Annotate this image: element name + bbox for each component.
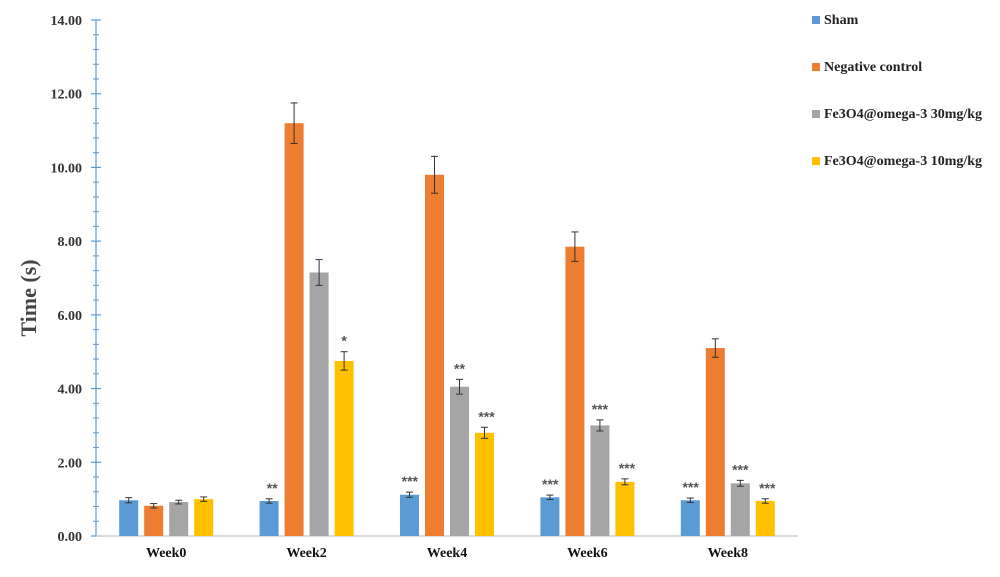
bar	[540, 497, 560, 536]
y-tick-label: 12.00	[51, 88, 83, 103]
bar	[565, 246, 585, 536]
bars-group: *****************************	[119, 102, 776, 537]
legend-label: Fe3O4@omega-3 10mg/kg	[824, 154, 982, 169]
bar	[590, 425, 610, 536]
legend-swatch	[812, 110, 820, 118]
significance-label: ***	[478, 408, 495, 424]
bar	[284, 123, 304, 536]
bar	[194, 499, 214, 536]
x-category-label: Week8	[708, 546, 748, 561]
bar	[334, 360, 354, 536]
y-tick-label: 4.00	[58, 383, 83, 398]
bar	[169, 502, 189, 536]
x-category-label: Week2	[286, 546, 326, 561]
y-tick-label: 8.00	[58, 235, 83, 250]
legend-label: Sham	[824, 13, 859, 28]
y-axis-ticks	[91, 19, 798, 537]
y-tick-label: 10.00	[51, 161, 83, 176]
x-category-label: Week4	[427, 546, 467, 561]
significance-label: ***	[759, 480, 776, 496]
bar	[425, 174, 444, 537]
y-tick-label: 2.00	[58, 456, 83, 471]
y-axis-title: Time (s)	[16, 259, 41, 336]
significance-label: ***	[542, 476, 559, 492]
legend-label: Fe3O4@omega-3 30mg/kg	[824, 107, 982, 122]
bar	[309, 272, 329, 536]
legend: Sham Negative control Fe3O4@omega-3 30mg/k…	[812, 13, 982, 169]
significance-label: ***	[402, 473, 419, 489]
y-tick-label: 14.00	[51, 14, 83, 29]
y-tick-label: 6.00	[58, 309, 83, 324]
x-category-label: Week6	[567, 546, 607, 561]
significance-label: ***	[592, 401, 609, 417]
axis-labels: 0.00 2.00 4.00 6.00 8.00 10.00 12.00 14.00 Week0…	[51, 14, 749, 561]
bar	[615, 481, 635, 536]
legend-label: Negative control	[824, 60, 922, 75]
significance-label: **	[454, 360, 465, 376]
bar	[450, 386, 469, 536]
bar	[119, 500, 139, 536]
legend-swatch	[812, 63, 820, 71]
bar	[475, 432, 494, 536]
x-category-label: Week0	[146, 546, 186, 561]
significance-label: ***	[732, 461, 749, 477]
bar	[259, 500, 279, 536]
significance-label: *	[341, 333, 347, 349]
bar	[144, 505, 164, 536]
legend-swatch	[812, 16, 820, 24]
bar	[755, 500, 775, 536]
bar	[680, 500, 700, 536]
significance-label: ***	[619, 460, 636, 476]
y-tick-label: 0.00	[58, 530, 83, 545]
legend-swatch	[812, 157, 820, 165]
significance-label: **	[267, 480, 278, 496]
bar	[730, 483, 750, 536]
bar	[400, 494, 419, 536]
bar	[705, 348, 725, 536]
significance-label: ***	[682, 479, 699, 495]
